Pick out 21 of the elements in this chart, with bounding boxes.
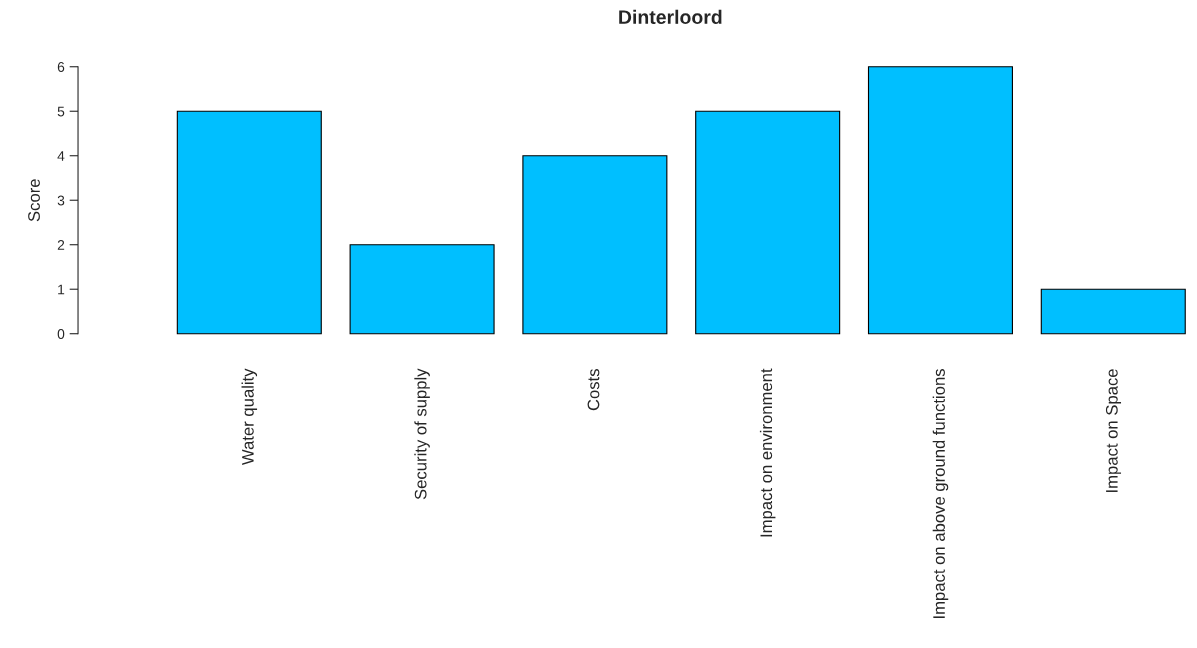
bar: [176, 110, 322, 335]
y-axis-title: Score: [28, 179, 40, 222]
chart-title: Dinterloord: [619, 9, 722, 24]
x-tick-label: Security of supply: [414, 368, 430, 500]
bar: [695, 110, 841, 335]
x-tick-label: Impact on above ground functions: [932, 369, 949, 618]
x-tick-label: Impact on environment: [759, 368, 776, 537]
y-tick-label: 2: [57, 240, 65, 250]
x-tick-label: Water quality: [241, 368, 258, 465]
bar: [522, 155, 668, 335]
y-tick-label: 0: [57, 329, 65, 339]
y-tick-label: 5: [57, 106, 65, 117]
y-tick-label: 6: [57, 62, 65, 72]
x-tick-label: Impact on Space: [1105, 369, 1122, 492]
x-tick-label: Costs: [587, 369, 600, 411]
y-tick-label: 1: [58, 284, 65, 295]
bar: [1040, 288, 1186, 335]
bar: [867, 66, 1013, 335]
bar: [349, 244, 495, 335]
y-tick-label: 4: [57, 151, 65, 161]
y-tick-label: 3: [57, 195, 65, 206]
